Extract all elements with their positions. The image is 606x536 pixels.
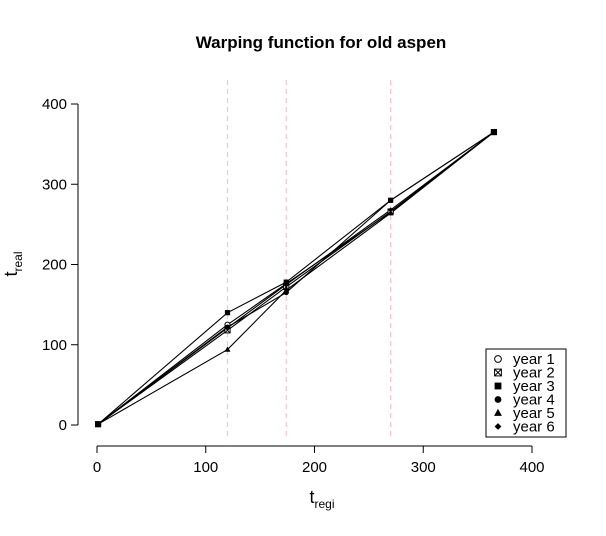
x-axis-label-sub: regi <box>315 497 335 511</box>
legend-label-2: year 2 <box>513 365 555 382</box>
legend-box <box>485 348 567 438</box>
y-tick-label-300: 300 <box>42 176 67 193</box>
legend-label-1: year 1 <box>513 351 555 368</box>
legend-marker-3 <box>494 382 502 390</box>
point-s6-1 <box>224 325 231 331</box>
point-s5-1 <box>224 346 231 352</box>
series-points <box>94 128 498 428</box>
legend-marker-2-cross <box>494 368 502 377</box>
x-axis-label: tregi <box>309 487 334 511</box>
x-tick-label-200: 200 <box>302 459 327 476</box>
point-s6-3 <box>388 207 394 213</box>
legend-label-5: year 5 <box>513 405 555 422</box>
legend-marker-4 <box>494 396 502 403</box>
legend-marker-1 <box>494 355 502 363</box>
point-s5-2 <box>283 286 290 293</box>
x-axis-label-main: t <box>309 487 314 507</box>
legend-label-3: year 3 <box>513 378 555 395</box>
x-tick-label-100: 100 <box>193 459 218 476</box>
y-axis-label: treal <box>1 251 25 276</box>
y-tick-label-400: 400 <box>42 96 67 113</box>
vertical-reference-lines <box>226 80 392 437</box>
x-tick-label-300: 300 <box>411 459 436 476</box>
point-s6-4 <box>491 129 497 135</box>
y-tick-label-0: 0 <box>59 417 67 434</box>
chart-title: Warping function for old aspen <box>196 33 447 52</box>
point-s3-1 <box>224 310 231 316</box>
legend-label-4: year 4 <box>513 392 555 409</box>
y-tick-label-200: 200 <box>42 257 67 274</box>
x-tick-label-0: 0 <box>93 459 101 476</box>
point-s4-3 <box>388 197 394 203</box>
point-s5-3 <box>387 209 394 216</box>
legend-marker-5 <box>494 408 502 416</box>
x-tick-label-400: 400 <box>519 459 544 476</box>
legend-marker-6 <box>494 423 502 430</box>
y-axis-label-main: t <box>1 272 21 277</box>
x-axis: 0 100 200 300 400 <box>93 445 545 476</box>
point-s6-0 <box>95 421 101 427</box>
legend-marker-2 <box>494 368 502 377</box>
series-line-6 <box>97 131 495 425</box>
point-s6-2 <box>283 281 289 288</box>
y-axis: 0 100 200 300 400 <box>42 96 79 434</box>
y-axis-label-sub: real <box>11 251 25 271</box>
legend-label-6: year 6 <box>513 419 555 436</box>
series-lines <box>97 131 495 425</box>
y-tick-label-100: 100 <box>42 337 67 354</box>
